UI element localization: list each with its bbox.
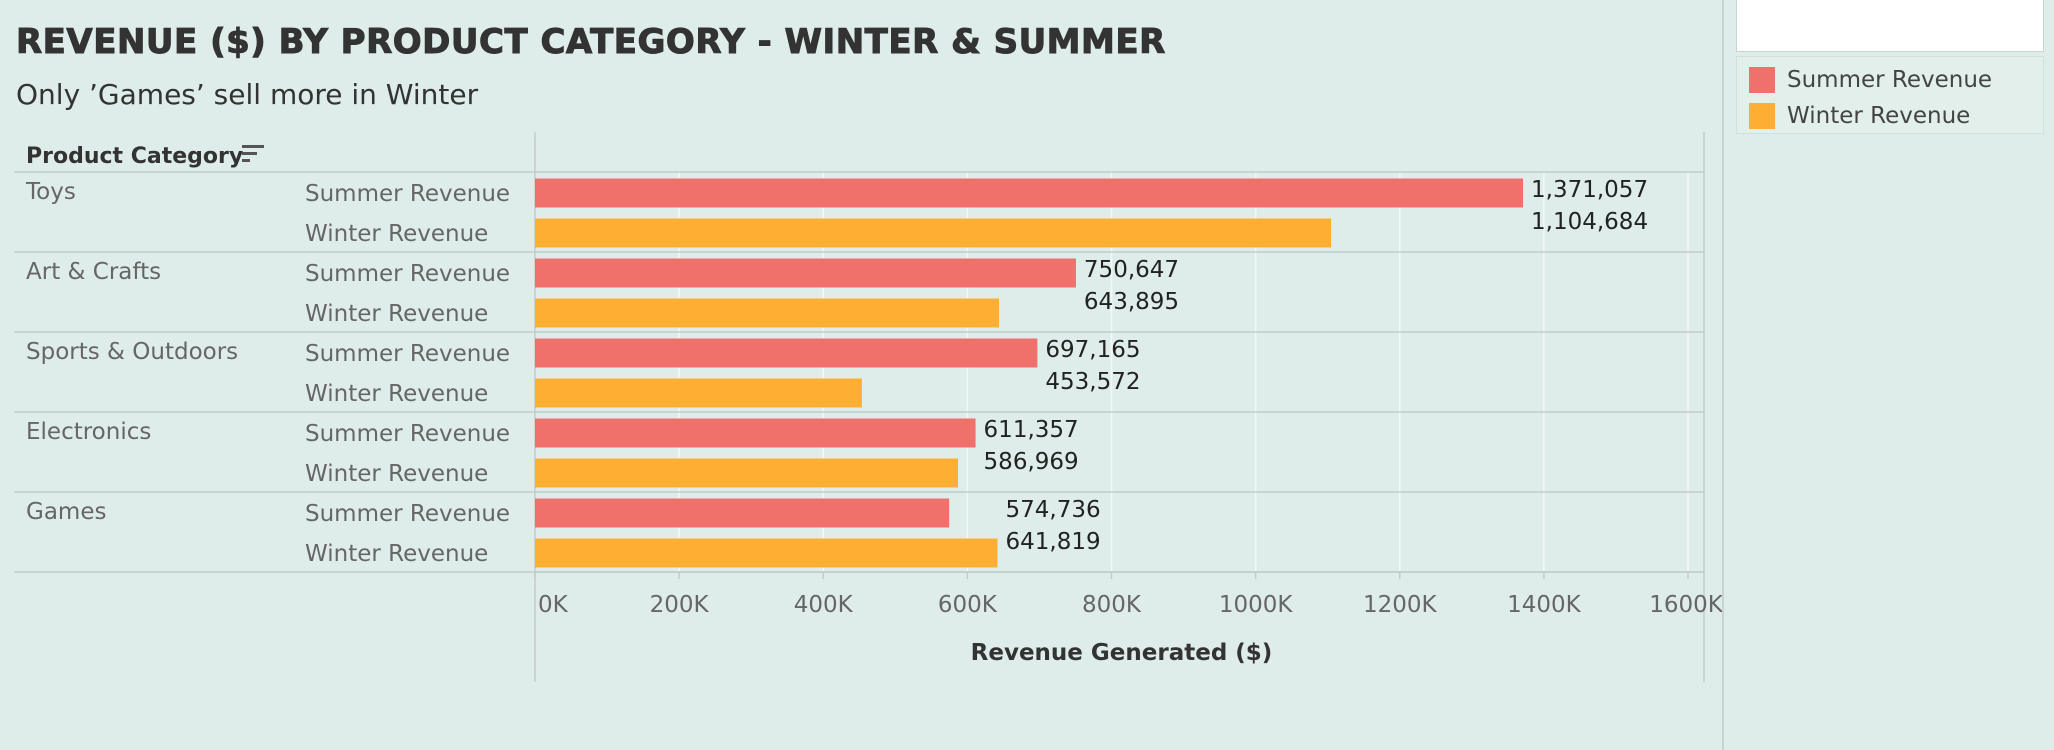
- category-label: Electronics: [26, 419, 151, 445]
- bar[interactable]: [535, 498, 950, 528]
- bar-chart: 0K 200K 400K 600K 800K 1000K 1200K 1400K 1600K Re…: [14, 132, 1722, 682]
- x-tick-label: 200K: [650, 592, 710, 618]
- category-label: Sports & Outdoors: [26, 339, 238, 365]
- series-row-label: Summer Revenue: [305, 181, 510, 207]
- sort-icon[interactable]: [242, 145, 264, 162]
- x-axis-title: Revenue Generated ($): [971, 640, 1273, 666]
- chart-subtitle: Only ’Games’ sell more in Winter: [16, 78, 479, 111]
- chart-title: Revenue ($) by Product Category - Winter…: [16, 22, 1166, 63]
- bar[interactable]: [535, 298, 1000, 328]
- bar[interactable]: [535, 378, 862, 408]
- x-tick-label: 1400K: [1507, 592, 1582, 618]
- x-tick-label: 800K: [1082, 592, 1142, 618]
- x-tick-label: 400K: [794, 592, 854, 618]
- bar[interactable]: [535, 178, 1524, 208]
- winter-swatch: [1749, 103, 1775, 129]
- bar[interactable]: [535, 258, 1076, 288]
- x-tick-label: 1200K: [1363, 592, 1438, 618]
- series-row-label: Winter Revenue: [305, 301, 488, 327]
- category-label: Art & Crafts: [26, 259, 161, 285]
- legend-item-winter[interactable]: Winter Revenue: [1749, 101, 1970, 131]
- bar[interactable]: [535, 458, 958, 488]
- panel-divider: [1722, 0, 1724, 750]
- legend-label: Winter Revenue: [1787, 103, 1971, 129]
- series-row-label: Winter Revenue: [305, 541, 488, 567]
- data-label: 641,819: [1006, 529, 1101, 555]
- series-row-label: Summer Revenue: [305, 421, 510, 447]
- x-tick-label: 0K: [538, 592, 569, 618]
- bar[interactable]: [535, 218, 1332, 248]
- data-label: 1,104,684: [1531, 209, 1648, 235]
- data-label: 453,572: [1045, 369, 1140, 395]
- data-label: 643,895: [1084, 289, 1179, 315]
- series-row-label: Summer Revenue: [305, 341, 510, 367]
- series-row-label: Summer Revenue: [305, 261, 510, 287]
- legend-label: Summer Revenue: [1787, 67, 1993, 93]
- data-label: 750,647: [1084, 257, 1179, 283]
- category-label: Games: [26, 499, 106, 525]
- data-label: 697,165: [1045, 337, 1140, 363]
- series-row-label: Winter Revenue: [305, 461, 488, 487]
- x-tick-label: 1000K: [1219, 592, 1294, 618]
- bar[interactable]: [535, 418, 976, 448]
- category-column-header: Product Category: [26, 144, 243, 169]
- summer-swatch: [1749, 67, 1775, 93]
- bar[interactable]: [535, 538, 998, 568]
- x-tick-label: 600K: [938, 592, 998, 618]
- category-label: Toys: [25, 179, 76, 205]
- series-row-label: Winter Revenue: [305, 381, 488, 407]
- filter-panel[interactable]: [1736, 0, 2044, 52]
- legend-item-summer[interactable]: Summer Revenue: [1749, 65, 1992, 95]
- series-row-label: Summer Revenue: [305, 501, 510, 527]
- data-label: 574,736: [1006, 497, 1101, 523]
- data-label: 1,371,057: [1531, 177, 1648, 203]
- data-label: 586,969: [984, 449, 1079, 475]
- series-row-label: Winter Revenue: [305, 221, 488, 247]
- bar[interactable]: [535, 338, 1038, 368]
- data-label: 611,357: [984, 417, 1079, 443]
- legend: Summer Revenue Winter Revenue: [1736, 56, 2044, 134]
- x-tick-label: 1600K: [1649, 592, 1722, 618]
